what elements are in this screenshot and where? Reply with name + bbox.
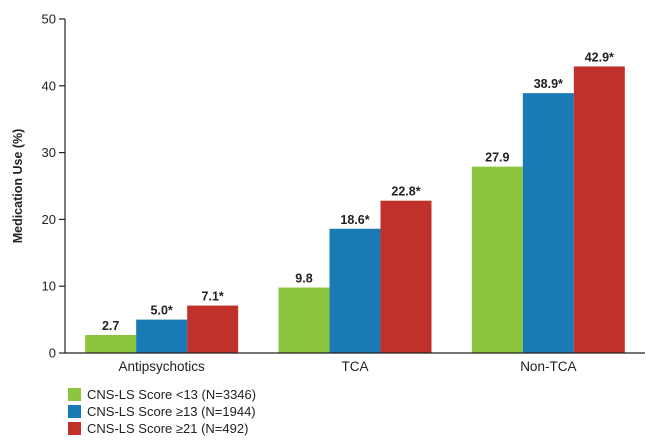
legend-swatch (68, 422, 81, 435)
y-tick-label: 20 (42, 212, 56, 227)
bar-chart: 0 10 20 30 40 50 2.7 5.0* 7.1* 9.8 18.6* 22.8* 27.9… (11, 12, 645, 374)
data-label: 38.9* (534, 77, 563, 91)
y-tick-label: 0 (49, 346, 56, 361)
x-tick-label: TCA (342, 359, 369, 374)
legend-item: CNS-LS Score <13 (N=3346) (68, 386, 256, 403)
x-tick-label: Antipsychotics (119, 359, 206, 374)
y-tick-label: 50 (42, 12, 56, 27)
bar (471, 166, 523, 353)
legend-label: CNS-LS Score <13 (N=3346) (87, 387, 257, 402)
data-label: 18.6* (340, 213, 369, 227)
bar (278, 287, 330, 353)
data-label: 7.1* (202, 290, 224, 304)
legend-swatch (68, 388, 81, 401)
bars: 2.7 5.0* 7.1* 9.8 18.6* 22.8* 27.9 38.9* 42.9* (85, 50, 625, 353)
legend-item: CNS-LS Score ≥21 (N=492) (68, 420, 256, 437)
bar (522, 93, 574, 353)
data-label: 27.9 (485, 151, 509, 165)
data-label: 42.9* (585, 50, 614, 64)
legend-label: CNS-LS Score ≥21 (N=492) (87, 421, 249, 436)
y-axis: 0 10 20 30 40 50 (42, 12, 66, 361)
bar (380, 200, 432, 353)
bar (573, 66, 625, 353)
y-tick-label: 10 (42, 279, 56, 294)
y-axis-title: Medication Use (%) (11, 129, 25, 244)
data-label: 9.8 (295, 272, 312, 286)
data-label: 22.8* (391, 185, 420, 199)
bar (329, 228, 381, 353)
legend-swatch (68, 405, 81, 418)
bar (187, 305, 239, 353)
bar (136, 319, 188, 353)
data-label: 5.0* (151, 304, 173, 318)
y-tick-label: 30 (42, 145, 56, 160)
data-label: 2.7 (102, 319, 119, 333)
legend-item: CNS-LS Score ≥13 (N=1944) (68, 403, 256, 420)
x-axis: Antipsychotics TCA Non-TCA (65, 352, 645, 374)
bar (85, 334, 137, 353)
y-tick-label: 40 (42, 78, 56, 93)
legend-label: CNS-LS Score ≥13 (N=1944) (87, 404, 256, 419)
legend: CNS-LS Score <13 (N=3346) CNS-LS Score ≥1… (68, 386, 256, 437)
x-tick-label: Non-TCA (520, 359, 576, 374)
